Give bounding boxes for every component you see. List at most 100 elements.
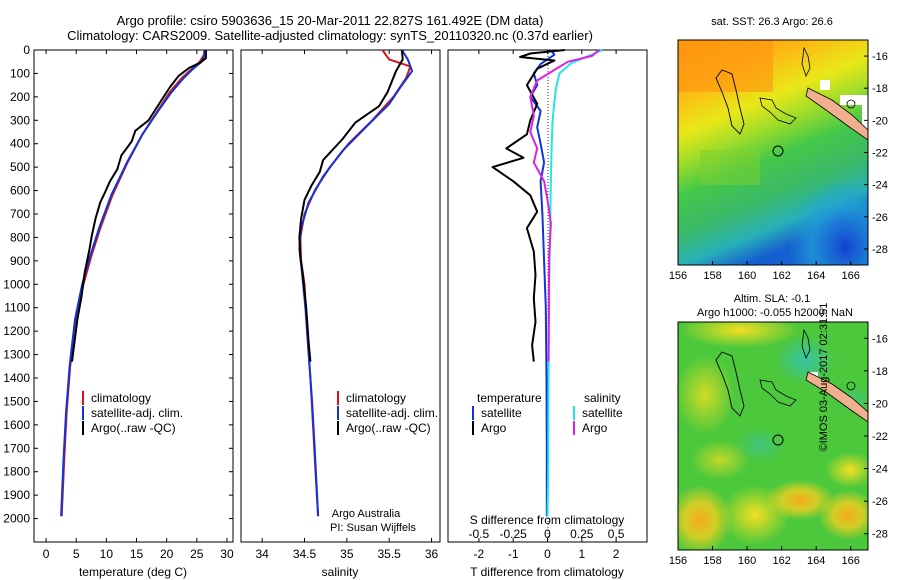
lon-tick-label: 156 bbox=[669, 555, 687, 567]
depth-tick-label: 1600 bbox=[3, 418, 30, 432]
series-line-t-argo bbox=[491, 49, 565, 362]
figure-title-line2: Climatology: CARS2009. Satellite-adjuste… bbox=[67, 28, 593, 43]
difference-lines bbox=[491, 49, 603, 517]
depth-tick-label: 700 bbox=[10, 207, 30, 221]
x-tick-label: -1 bbox=[508, 547, 519, 561]
salinity-panel: 34 34.5 35 35.5 36 salinity climatology sate… bbox=[240, 49, 441, 579]
salinity-xlabel: salinity bbox=[322, 565, 359, 579]
x-tick-label: 0 bbox=[43, 547, 50, 561]
chesterfield-reef-outline bbox=[715, 69, 745, 135]
salinity-axes-frame bbox=[240, 49, 441, 543]
lat-tick-label: -28 bbox=[872, 529, 888, 541]
x-tick-label: 35.5 bbox=[378, 547, 402, 561]
legend-label-climatology: climatology bbox=[346, 391, 406, 405]
depth-tick-label: 900 bbox=[10, 254, 30, 268]
lat-tick-label: -24 bbox=[872, 180, 888, 192]
salinity-lines bbox=[298, 49, 414, 517]
argo-float-marker bbox=[772, 145, 784, 157]
x-tick-label: 0 bbox=[544, 547, 551, 561]
lon-tick-label: 164 bbox=[807, 270, 825, 282]
credit-line1: Argo Australia bbox=[332, 508, 401, 520]
top-tick-label: -0.5 bbox=[469, 527, 490, 541]
lon-tick-label: 158 bbox=[703, 270, 721, 282]
x-tick-label: 1 bbox=[578, 547, 585, 561]
depth-tick-label: 1900 bbox=[3, 488, 30, 502]
legend-label-s-argo: Argo bbox=[582, 421, 608, 435]
series-line-argo-raw-qc bbox=[298, 49, 404, 362]
difference-panel: -2 -1 0 1 2 -0.5 -0.25 0 0.25 0.5 S difference fr… bbox=[447, 49, 648, 579]
x-tick-label: 2 bbox=[613, 547, 620, 561]
lon-tick-label: 158 bbox=[703, 555, 721, 567]
x-tick-label: 10 bbox=[100, 547, 114, 561]
x-tick-label: 20 bbox=[160, 547, 174, 561]
series-line-s-argo bbox=[529, 49, 600, 362]
series-line-satellite-adj-clim bbox=[298, 49, 414, 517]
legend-label-argo: Argo(..raw -QC) bbox=[346, 421, 431, 435]
lat-tick-label: -22 bbox=[872, 148, 888, 160]
depth-tick-label: 1800 bbox=[3, 465, 30, 479]
depth-tick-label: 1000 bbox=[3, 277, 30, 291]
x-tick-label: 35 bbox=[340, 547, 354, 561]
temperature-legend: climatology satellite-adj. clim. Argo(..… bbox=[82, 391, 183, 435]
lon-tick-label: 160 bbox=[738, 555, 756, 567]
legend-label-t-argo: Argo bbox=[481, 421, 507, 435]
sst-map-field bbox=[678, 40, 868, 265]
series-line-satellite-adj-clim bbox=[60, 50, 206, 517]
temperature-xlabel: temperature (deg C) bbox=[79, 565, 187, 579]
sst-map-title: sat. SST: 26.3 Argo: 26.6 bbox=[711, 16, 833, 28]
legend-title-temperature: temperature bbox=[477, 391, 542, 405]
reef-outline bbox=[801, 328, 811, 360]
lat-tick-label: -20 bbox=[872, 398, 888, 410]
sst-map-ticks: 156 158 160 162 164 166 -16 -18 -20 -22 -24 -26 -28 bbox=[669, 51, 888, 282]
depth-tick-label: 400 bbox=[10, 137, 30, 151]
bellona-reef-outline bbox=[759, 97, 797, 125]
depth-tick-label: 1500 bbox=[3, 394, 30, 408]
difference-xlabel: T difference from climatology bbox=[470, 565, 624, 579]
temperature-axes-frame bbox=[33, 49, 234, 543]
x-tick-label: 25 bbox=[190, 547, 204, 561]
lat-tick-label: -24 bbox=[872, 464, 888, 476]
sst-map-panel: sat. SST: 26.3 Argo: 26.6 156 158 160 162 16… bbox=[669, 16, 888, 282]
series-line-s-satellite bbox=[546, 49, 603, 517]
lat-tick-label: -18 bbox=[872, 366, 888, 378]
depth-tick-label: 800 bbox=[10, 230, 30, 244]
top-tick-label: 0.25 bbox=[570, 527, 594, 541]
lat-tick-label: -20 bbox=[872, 115, 888, 127]
difference-legend-salinity: salinity satellite Argo bbox=[573, 391, 623, 435]
lon-tick-label: 166 bbox=[842, 270, 860, 282]
legend-label-s-satellite: satellite bbox=[582, 406, 623, 420]
depth-tick-label: 1400 bbox=[3, 371, 30, 385]
x-tick-label: 34.5 bbox=[293, 547, 317, 561]
depth-tick-label: 1700 bbox=[3, 441, 30, 455]
top-tick-label: -0.25 bbox=[500, 527, 528, 541]
x-tick-label: 5 bbox=[73, 547, 80, 561]
top-tick-label: 0 bbox=[544, 527, 551, 541]
new-caledonia-landmass bbox=[805, 87, 868, 141]
difference-legend-temperature: temperature satellite Argo bbox=[472, 391, 542, 435]
argo-float-marker bbox=[772, 434, 784, 446]
legend-label-climatology: climatology bbox=[91, 391, 151, 405]
depth-tick-label: 1200 bbox=[3, 324, 30, 338]
lat-tick-label: -28 bbox=[872, 244, 888, 256]
lat-tick-label: -18 bbox=[872, 83, 888, 95]
lon-tick-label: 156 bbox=[669, 270, 687, 282]
lon-tick-label: 166 bbox=[842, 555, 860, 567]
legend-title-salinity: salinity bbox=[584, 391, 621, 405]
series-line-argo-raw-qc bbox=[71, 50, 207, 362]
depth-tick-label: 100 bbox=[10, 66, 30, 80]
temperature-panel: 0100200300400500600700800900100011001200… bbox=[3, 43, 234, 579]
bellona-reef-outline bbox=[759, 379, 797, 407]
x-tick-label: -2 bbox=[474, 547, 485, 561]
credit-line2: PI: Susan Wijffels bbox=[330, 522, 416, 534]
legend-label-t-satellite: satellite bbox=[481, 406, 522, 420]
lon-tick-label: 160 bbox=[738, 270, 756, 282]
chesterfield-reef-outline bbox=[715, 351, 745, 417]
lat-tick-label: -16 bbox=[872, 333, 888, 345]
lat-tick-label: -26 bbox=[872, 496, 888, 508]
depth-tick-label: 2000 bbox=[3, 512, 30, 526]
depth-tick-label: 1300 bbox=[3, 348, 30, 362]
sla-map-panel: Altim. SLA: -0.1 Argo h1000: -0.055 h200… bbox=[669, 293, 888, 567]
series-line-climatology bbox=[299, 49, 412, 517]
sla-map-subtitle: Argo h1000: -0.055 h2000: NaN bbox=[697, 307, 853, 319]
